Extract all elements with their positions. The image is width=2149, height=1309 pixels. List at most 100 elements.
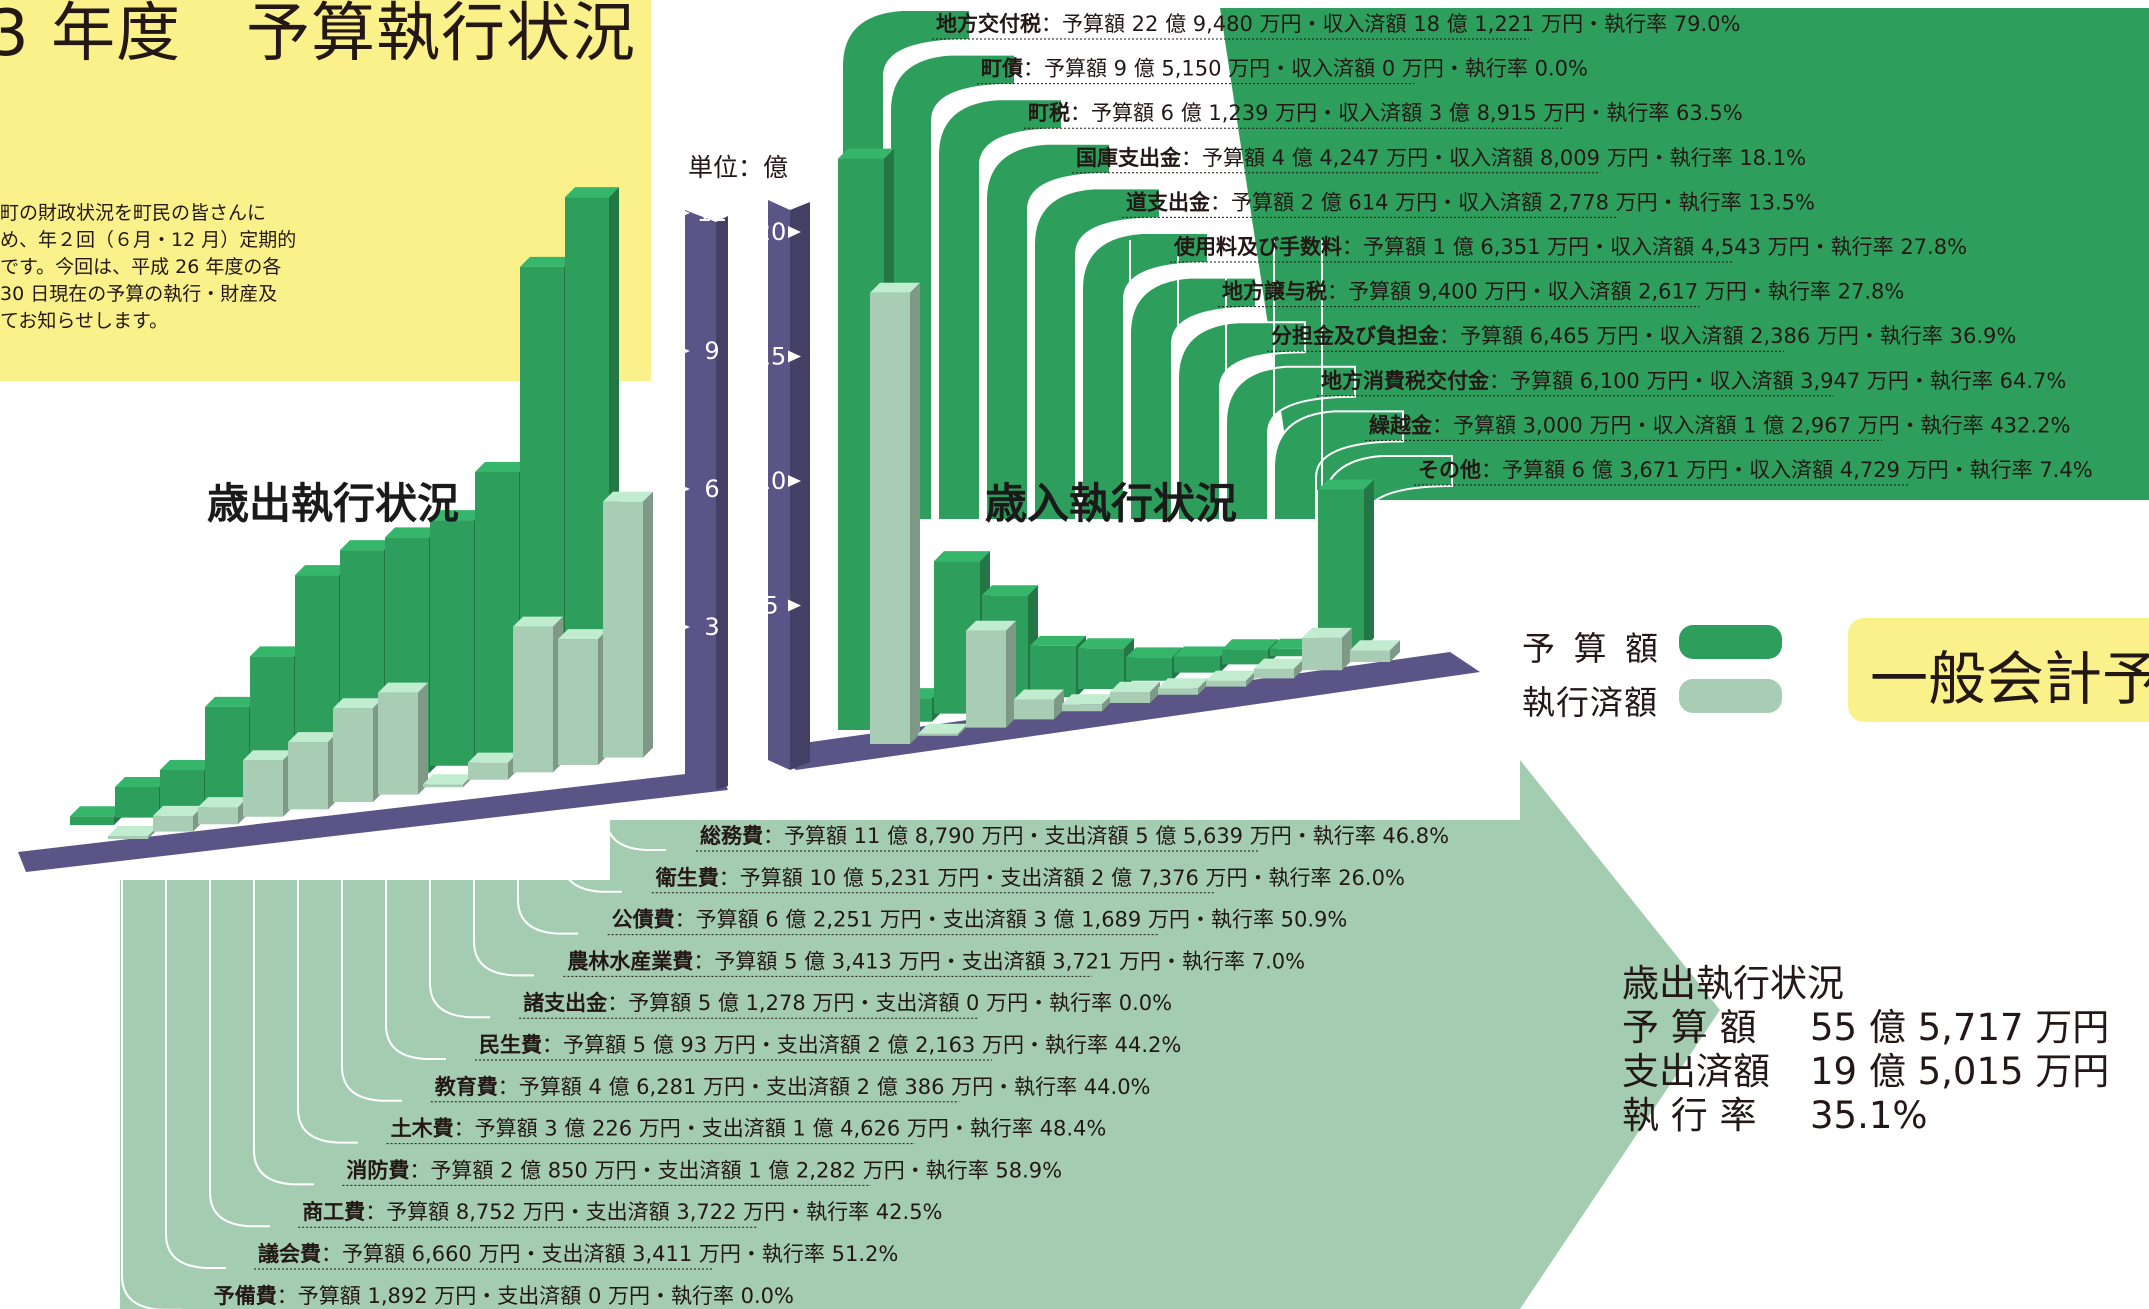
revenue-executed-bar-front — [1206, 680, 1246, 687]
expenditure-label-name: 消防費 — [346, 1158, 409, 1182]
expenditure-executed-bar — [378, 682, 428, 795]
revenue-label-values: ：予算額 22 億 9,480 万円・収入済額 18 億 1,221 万円・執行… — [1041, 12, 1740, 36]
revenue-y-axis — [768, 200, 790, 770]
expenditure-label-name: 土木費 — [391, 1117, 454, 1141]
summary-value: 55 億 5,717 万円 — [1810, 1006, 2110, 1049]
revenue-label-name: 地方消費税交付金 — [1321, 369, 1490, 393]
expenditure-executed-bar-front — [243, 760, 283, 817]
expenditure-label: 消防費：予算額 2 億 850 万円・支出済額 1 億 2,282 万円・執行率… — [346, 1158, 1062, 1182]
revenue-executed-bar-top — [966, 620, 1016, 631]
revenue-label: 地方消費税交付金：予算額 6,100 万円・収入済額 3,947 万円・執行率 … — [1321, 369, 2066, 393]
revenue-executed-bar-front — [1350, 650, 1390, 662]
revenue-label-name: 地方譲与税 — [1222, 280, 1327, 304]
revenue-budget-bar-top — [982, 585, 1038, 596]
revenue-label-name: 町債 — [981, 57, 1023, 81]
expenditure-budget-bar-front — [115, 786, 159, 818]
revenue-budget-bar-front — [1030, 645, 1076, 698]
expenditure-label-values: ：予算額 4 億 6,281 万円・支出済額 2 億 386 万円・執行率 44… — [498, 1075, 1151, 1099]
expenditure-label-name: 議会費 — [258, 1242, 321, 1266]
revenue-executed-bar-front — [918, 733, 958, 736]
summary-row: 予 算 額 55 億 5,717 万円 — [1622, 1006, 2109, 1050]
expenditure-executed-bar — [603, 491, 653, 758]
expenditure-executed-bar-top — [153, 805, 203, 816]
revenue-label-name: 繰越金 — [1369, 413, 1433, 437]
expenditure-label-name: 衛生費 — [655, 866, 719, 890]
expenditure-executed-bar — [423, 774, 473, 788]
revenue-label-values: ：予算額 9 億 5,150 万円・収入済額 0 万円・執行率 0.0% — [1023, 57, 1588, 81]
expenditure-label: 議会費：予算額 6,660 万円・支出済額 3,411 万円・執行率 51.2% — [258, 1242, 898, 1266]
revenue-label: 道支出金：予算額 2 億 614 万円・収入済額 2,778 万円・執行率 13… — [1126, 190, 1815, 214]
expenditure-executed-bar-top — [603, 491, 653, 502]
expenditure-executed-bar-top — [108, 826, 158, 836]
expenditure-label-name: 教育費 — [435, 1075, 498, 1099]
revenue-executed-bar-side — [1294, 658, 1304, 679]
expenditure-budget-bar-top — [340, 540, 394, 551]
expenditure-label: 民生費：予算額 5 億 93 万円・支出済額 2 億 2,163 万円・執行率 … — [479, 1033, 1181, 1057]
revenue-budget-bar — [1078, 638, 1134, 689]
revenue-executed-bar-side — [1006, 620, 1016, 728]
revenue-executed-bar-top — [918, 723, 968, 734]
revenue-label-name: 分担金及び負担金 — [1271, 324, 1440, 348]
expenditure-ribbon-edge — [385, 800, 446, 1060]
expenditure-label-values: ：予算額 5 億 1,278 万円・支出済額 0 万円・執行率 0.0% — [607, 991, 1172, 1015]
expenditure-budget-bar-top — [160, 759, 214, 770]
expenditure-label-values: ：予算額 8,752 万円・支出済額 3,722 万円・執行率 42.5% — [365, 1200, 942, 1224]
expenditure-label: 総務費：予算額 11 億 8,790 万円・支出済額 5 億 5,639 万円・… — [700, 824, 1449, 848]
revenue-label: 町債：予算額 9 億 5,150 万円・収入済額 0 万円・執行率 0.0% — [981, 57, 1588, 81]
revenue-label-values: ：予算額 1 億 6,351 万円・収入済額 4,543 万円・執行率 27.8… — [1342, 235, 1967, 259]
revenue-budget-bar-top — [1174, 646, 1230, 657]
revenue-tick-mark — [788, 101, 801, 114]
expenditure-label: 農林水産業費：予算額 5 億 3,413 万円・支出済額 3,721 万円・執行… — [567, 949, 1305, 973]
revenue-executed-bar-side — [958, 723, 968, 736]
intro-line: め、年２回（６月・12 月）定期的 — [0, 229, 297, 251]
expenditure-label-name: 総務費 — [700, 824, 763, 848]
revenue-executed-bar-front — [1062, 704, 1102, 712]
revenue-executed-bar-top — [1062, 694, 1112, 705]
expenditure-executed-bar-top — [558, 629, 608, 640]
revenue-label: 分担金及び負担金：予算額 6,465 万円・収入済額 2,386 万円・執行率 … — [1271, 324, 2016, 348]
revenue-label: 町税：予算額 6 億 1,239 万円・収入済額 3 億 8,915 万円・執行… — [1028, 101, 1743, 125]
expenditure-label-name: 商工費 — [302, 1200, 365, 1224]
revenue-ribbon — [985, 142, 1111, 521]
expenditure-executed-bar — [153, 805, 203, 832]
revenue-label: 地方交付税：予算額 22 億 9,480 万円・収入済額 18 億 1,221 … — [936, 12, 1740, 36]
revenue-ribbon — [1081, 232, 1209, 521]
revenue-executed-bar-top — [1302, 627, 1352, 638]
revenue-budget-bar — [1318, 479, 1374, 648]
revenue-ribbon — [1225, 240, 1356, 521]
intro-line: 町の財政状況を町民の皆さんに — [0, 202, 267, 224]
expenditure-ribbon-edge — [165, 800, 226, 1269]
expenditure-budget-bar-top — [115, 776, 169, 787]
revenue-budget-bar-top — [838, 148, 894, 159]
expenditure-budget-bar-top — [475, 462, 529, 473]
revenue-executed-bar-side — [1102, 694, 1112, 712]
revenue-label-name: その他 — [1418, 458, 1481, 482]
expenditure-budget-bar-top — [250, 646, 304, 657]
expenditure-ribbon-edge — [121, 800, 182, 1309]
revenue-executed-bar-front — [1014, 699, 1054, 720]
expenditure-executed-bar — [333, 698, 383, 802]
revenue-label: その他：予算額 6 億 3,671 万円・収入済額 4,729 万円・執行率 7… — [1418, 458, 2093, 482]
expenditure-label-name: 諸支出金 — [523, 991, 608, 1015]
expenditure-executed-bar-top — [378, 682, 428, 693]
revenue-executed-bar — [1206, 670, 1256, 687]
revenue-tick-mark — [788, 226, 801, 238]
summary-key: 執 行 率 — [1622, 1094, 1757, 1137]
legend-executed-swatch — [1679, 679, 1782, 713]
revenue-ribbon — [889, 53, 1016, 521]
expenditure-ribbon-edge — [429, 800, 490, 1019]
expenditure-ribbon-edge — [517, 800, 578, 935]
expenditure-budget-bar-front — [205, 706, 249, 803]
expenditure-budget-bar-front — [430, 520, 474, 766]
revenue-executed-bar — [1062, 694, 1112, 712]
revenue-executed-bar-top — [1014, 689, 1064, 700]
expenditure-label: 土木費：予算額 3 億 226 万円・支出済額 1 億 4,626 万円・執行率… — [391, 1117, 1107, 1141]
revenue-tick-mark — [788, 350, 801, 363]
expenditure-label-values: ：予算額 6 億 2,251 万円・支出済額 3 億 1,689 万円・執行率 … — [675, 908, 1348, 932]
expenditure-label: 商工費：予算額 8,752 万円・支出済額 3,722 万円・執行率 42.5% — [302, 1200, 942, 1224]
expenditure-tick-mark — [676, 483, 690, 495]
summary-panel: 歳出執行状況 予 算 額 55 億 5,717 万円 支出済額 19 億 5,015… — [1622, 962, 2109, 1138]
revenue-label-values: ：予算額 2 億 614 万円・収入済額 2,778 万円・執行率 13.5% — [1210, 190, 1815, 214]
revenue-ribbon — [1273, 240, 1404, 521]
expenditure-label-values: ：予算額 2 億 850 万円・支出済額 1 億 2,282 万円・執行率 58… — [409, 1158, 1062, 1182]
